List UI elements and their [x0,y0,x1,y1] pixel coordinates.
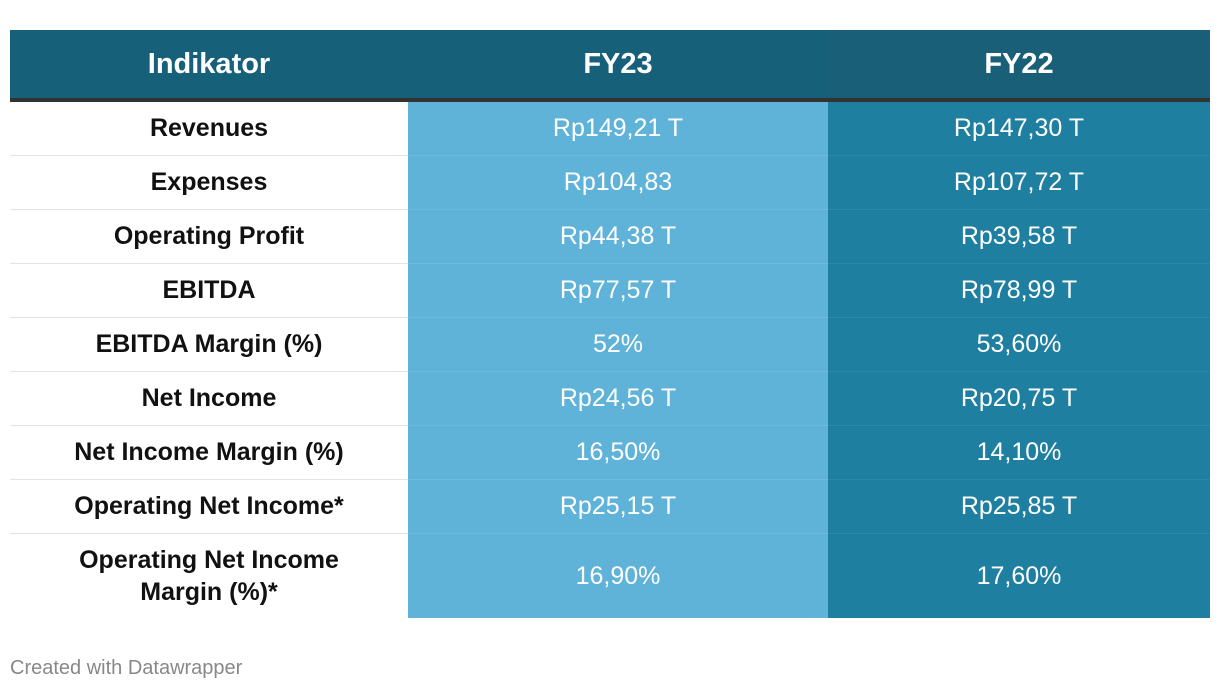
fy23-cell: Rp25,15 T [408,479,828,534]
table-container: Indikator FY23 FY22 Revenues Rp149,21 T … [10,30,1210,618]
table-row: Operating Net Income Margin (%)* 16,90% … [10,533,1210,618]
data-table: Indikator FY23 FY22 Revenues Rp149,21 T … [10,30,1210,618]
fy22-cell: Rp107,72 T [828,155,1210,210]
column-header-fy23: FY23 [408,30,828,102]
table-row: EBITDA Margin (%) 52% 53,60% [10,317,1210,372]
indikator-cell: Revenues [10,100,408,156]
table-row: Expenses Rp104,83 Rp107,72 T [10,155,1210,210]
header-row: Indikator FY23 FY22 [10,30,1210,102]
datawrapper-credit[interactable]: Created with Datawrapper [10,657,243,679]
table-row: Net Income Margin (%) 16,50% 14,10% [10,425,1210,480]
indikator-cell: Net Income [10,371,408,426]
indikator-cell: Net Income Margin (%) [10,425,408,480]
indikator-cell: Expenses [10,155,408,210]
fy22-cell: Rp78,99 T [828,263,1210,318]
column-header-indikator: Indikator [10,30,408,102]
fy23-cell: Rp149,21 T [408,100,828,156]
indikator-cell: Operating Net Income Margin (%)* [10,533,408,618]
indikator-cell: Operating Profit [10,209,408,264]
fy22-cell: Rp147,30 T [828,100,1210,156]
fy22-cell: Rp25,85 T [828,479,1210,534]
fy23-cell: 52% [408,317,828,372]
fy23-cell: 16,50% [408,425,828,480]
fy22-cell: 17,60% [828,533,1210,618]
table-row: Revenues Rp149,21 T Rp147,30 T [10,100,1210,156]
column-header-fy22: FY22 [828,30,1210,102]
table-row: Operating Net Income* Rp25,15 T Rp25,85 … [10,479,1210,534]
indikator-cell: EBITDA [10,263,408,318]
fy22-cell: 14,10% [828,425,1210,480]
table-row: EBITDA Rp77,57 T Rp78,99 T [10,263,1210,318]
fy23-cell: 16,90% [408,533,828,618]
fy23-cell: Rp77,57 T [408,263,828,318]
table-row: Operating Profit Rp44,38 T Rp39,58 T [10,209,1210,264]
fy22-cell: Rp20,75 T [828,371,1210,426]
fy22-cell: Rp39,58 T [828,209,1210,264]
fy22-cell: 53,60% [828,317,1210,372]
table-row: Net Income Rp24,56 T Rp20,75 T [10,371,1210,426]
fy23-cell: Rp104,83 [408,155,828,210]
fy23-cell: Rp24,56 T [408,371,828,426]
indikator-cell: EBITDA Margin (%) [10,317,408,372]
indikator-cell: Operating Net Income* [10,479,408,534]
fy23-cell: Rp44,38 T [408,209,828,264]
